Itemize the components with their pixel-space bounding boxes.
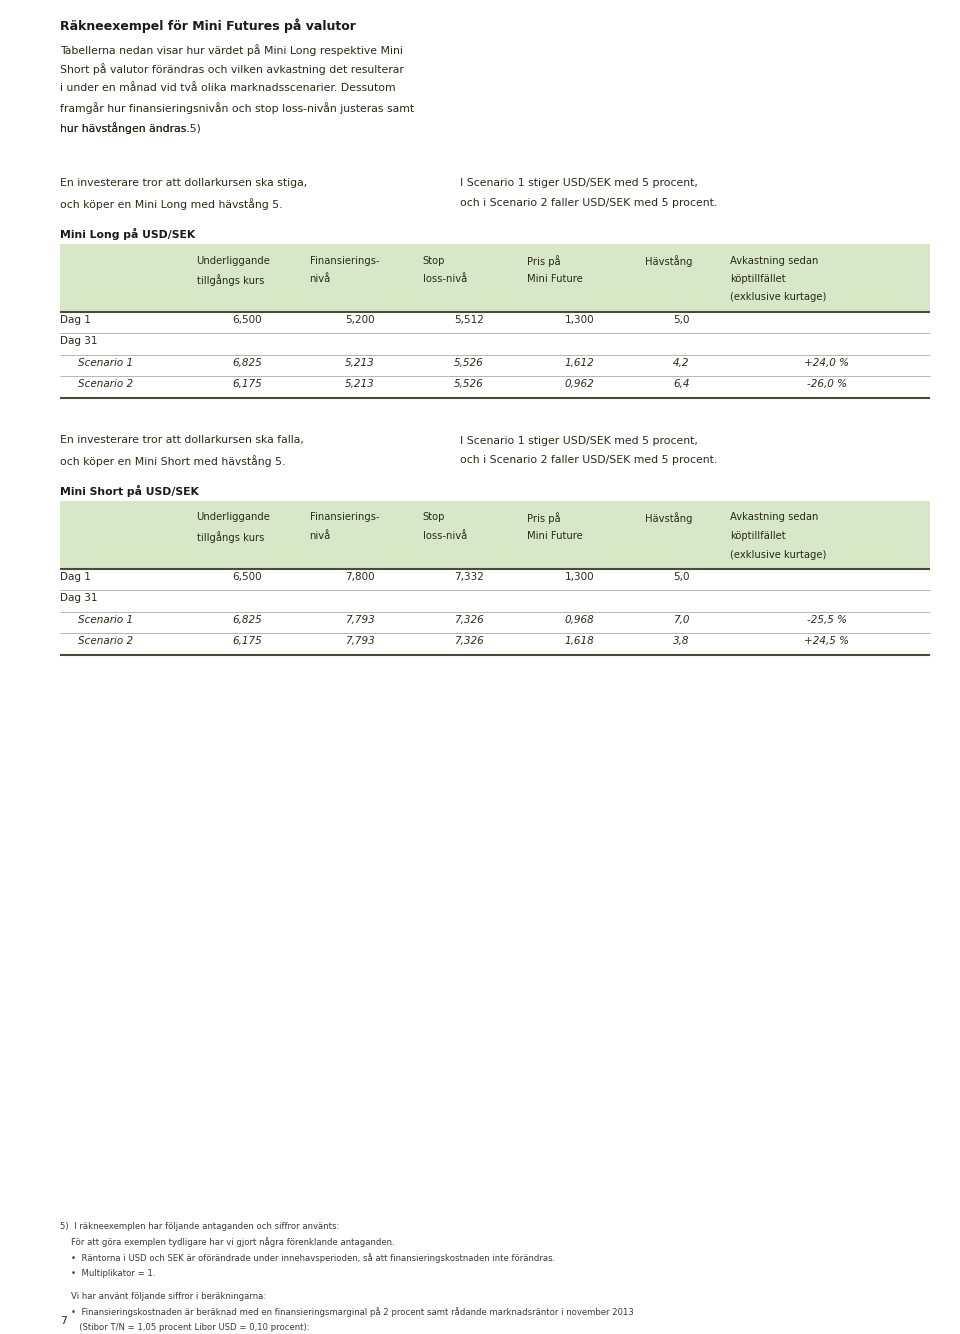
Text: 7: 7: [60, 1317, 67, 1326]
Text: Hävstång: Hävstång: [644, 512, 692, 524]
Text: i under en månad vid två olika marknadsscenarier. Dessutom: i under en månad vid två olika marknadss…: [60, 83, 396, 93]
Text: 6,175: 6,175: [232, 636, 262, 646]
Text: 1,618: 1,618: [564, 636, 594, 646]
Text: Pris på: Pris på: [527, 256, 561, 267]
Text: 6,500: 6,500: [232, 572, 262, 582]
Text: Stop: Stop: [422, 512, 445, 523]
Text: loss-nivå: loss-nivå: [422, 531, 467, 542]
Text: Mini Future: Mini Future: [527, 531, 583, 542]
Text: Avkastning sedan: Avkastning sedan: [730, 512, 818, 523]
Text: 7,326: 7,326: [454, 636, 484, 646]
Text: 6,500: 6,500: [232, 315, 262, 324]
Text: och i Scenario 2 faller USD/SEK med 5 procent.: och i Scenario 2 faller USD/SEK med 5 pr…: [460, 455, 717, 466]
Text: och i Scenario 2 faller USD/SEK med 5 procent.: och i Scenario 2 faller USD/SEK med 5 pr…: [460, 197, 717, 208]
Text: Scenario 1: Scenario 1: [78, 358, 133, 368]
Text: 3,8: 3,8: [673, 636, 689, 646]
Text: Mini Long på USD/SEK: Mini Long på USD/SEK: [60, 228, 195, 240]
Text: nivå: nivå: [310, 273, 331, 284]
Text: Dag 1: Dag 1: [60, 315, 91, 324]
Text: 6,4: 6,4: [673, 379, 689, 390]
Text: +24,0 %: +24,0 %: [804, 358, 850, 368]
Text: 6,825: 6,825: [232, 358, 262, 368]
Text: Pris på: Pris på: [527, 512, 561, 524]
Text: 5,512: 5,512: [454, 315, 484, 324]
Text: +24,5 %: +24,5 %: [804, 636, 850, 646]
Text: Dag 31: Dag 31: [60, 336, 98, 346]
Text: loss-nivå: loss-nivå: [422, 273, 467, 284]
Text: Mini Short på USD/SEK: Mini Short på USD/SEK: [60, 484, 199, 496]
Text: Underliggande: Underliggande: [197, 512, 271, 523]
Text: 5,526: 5,526: [454, 358, 484, 368]
Text: Finansierings-: Finansierings-: [310, 512, 379, 523]
Text: 5,213: 5,213: [346, 358, 375, 368]
Text: 5,213: 5,213: [346, 379, 375, 390]
Text: -25,5 %: -25,5 %: [807, 615, 847, 624]
Text: och köper en Mini Short med hävstång 5.: och köper en Mini Short med hävstång 5.: [60, 455, 285, 467]
Text: I Scenario 1 stiger USD/SEK med 5 procent,: I Scenario 1 stiger USD/SEK med 5 procen…: [460, 179, 698, 188]
Text: Räkneexempel för Mini Futures på valutor: Räkneexempel för Mini Futures på valutor: [60, 17, 356, 32]
Text: Dag 1: Dag 1: [60, 572, 91, 582]
Text: Stop: Stop: [422, 256, 445, 265]
Text: Dag 31: Dag 31: [60, 594, 98, 603]
Text: Hävstång: Hävstång: [644, 256, 692, 267]
Text: 7,326: 7,326: [454, 615, 484, 624]
Text: Short på valutor förändras och vilken avkastning det resulterar: Short på valutor förändras och vilken av…: [60, 64, 404, 76]
Text: 5,0: 5,0: [673, 572, 689, 582]
Text: 7,800: 7,800: [346, 572, 375, 582]
Text: 7,0: 7,0: [673, 615, 689, 624]
Text: köptillfället: köptillfället: [730, 531, 785, 542]
Text: Underliggande: Underliggande: [197, 256, 271, 265]
Text: Finansierings-: Finansierings-: [310, 256, 379, 265]
Text: En investerare tror att dollarkursen ska stiga,: En investerare tror att dollarkursen ska…: [60, 179, 307, 188]
Text: •  Multiplikator = 1.: • Multiplikator = 1.: [60, 1269, 156, 1278]
Text: En investerare tror att dollarkursen ska falla,: En investerare tror att dollarkursen ska…: [60, 435, 304, 446]
Text: Mini Future: Mini Future: [527, 273, 583, 284]
Text: hur hävstången ändras.: hur hävstången ändras.: [60, 121, 190, 133]
Text: 5)  I räkneexemplen har följande antaganden och siffror använts:: 5) I räkneexemplen har följande antagand…: [60, 1222, 339, 1231]
Text: (exklusive kurtage): (exklusive kurtage): [730, 292, 827, 303]
Text: Avkastning sedan: Avkastning sedan: [730, 256, 818, 265]
Text: 7,793: 7,793: [346, 636, 375, 646]
Text: 1,612: 1,612: [564, 358, 594, 368]
Text: 1,300: 1,300: [565, 572, 594, 582]
Text: tillgångs kurs: tillgångs kurs: [197, 531, 264, 543]
Text: Tabellerna nedan visar hur värdet på Mini Long respektive Mini: Tabellerna nedan visar hur värdet på Min…: [60, 44, 403, 56]
Text: 7,793: 7,793: [346, 615, 375, 624]
FancyBboxPatch shape: [60, 500, 930, 568]
Text: Vi har använt följande siffror i beräkningarna:: Vi har använt följande siffror i beräkni…: [60, 1291, 266, 1301]
Text: 0,962: 0,962: [564, 379, 594, 390]
Text: För att göra exemplen tydligare har vi gjort några förenklande antaganden.: För att göra exemplen tydligare har vi g…: [60, 1238, 395, 1247]
Text: 0,968: 0,968: [564, 615, 594, 624]
Text: Scenario 1: Scenario 1: [78, 615, 133, 624]
Text: hur hävstången ändras.5): hur hävstången ändras.5): [60, 121, 201, 133]
Text: 5,0: 5,0: [673, 315, 689, 324]
Text: tillgångs kurs: tillgångs kurs: [197, 273, 264, 285]
Text: framgår hur finansieringsnivån och stop loss-nivån justeras samt: framgår hur finansieringsnivån och stop …: [60, 103, 414, 115]
Text: 7,332: 7,332: [454, 572, 484, 582]
Text: (Stibor T/N = 1,05 procent Libor USD = 0,10 procent):: (Stibor T/N = 1,05 procent Libor USD = 0…: [60, 1323, 309, 1331]
Text: 1,300: 1,300: [565, 315, 594, 324]
Text: och köper en Mini Long med hävstång 5.: och köper en Mini Long med hävstång 5.: [60, 197, 282, 209]
Text: •  Räntorna i USD och SEK är oförändrade under innehavsperioden, så att finansie: • Räntorna i USD och SEK är oförändrade …: [60, 1253, 555, 1263]
Text: •  Finansieringskostnaden är beräknad med en finansieringsmarginal på 2 procent : • Finansieringskostnaden är beräknad med…: [60, 1307, 634, 1317]
Text: -26,0 %: -26,0 %: [807, 379, 847, 390]
Text: köptillfället: köptillfället: [730, 273, 785, 284]
Text: Scenario 2: Scenario 2: [78, 379, 133, 390]
Text: (exklusive kurtage): (exklusive kurtage): [730, 550, 827, 559]
Text: I Scenario 1 stiger USD/SEK med 5 procent,: I Scenario 1 stiger USD/SEK med 5 procen…: [460, 435, 698, 446]
Text: 5,200: 5,200: [346, 315, 375, 324]
Text: Scenario 2: Scenario 2: [78, 636, 133, 646]
Text: 5,526: 5,526: [454, 379, 484, 390]
Text: 4,2: 4,2: [673, 358, 689, 368]
FancyBboxPatch shape: [60, 244, 930, 312]
Text: 6,175: 6,175: [232, 379, 262, 390]
Text: 6,825: 6,825: [232, 615, 262, 624]
Text: nivå: nivå: [310, 531, 331, 542]
